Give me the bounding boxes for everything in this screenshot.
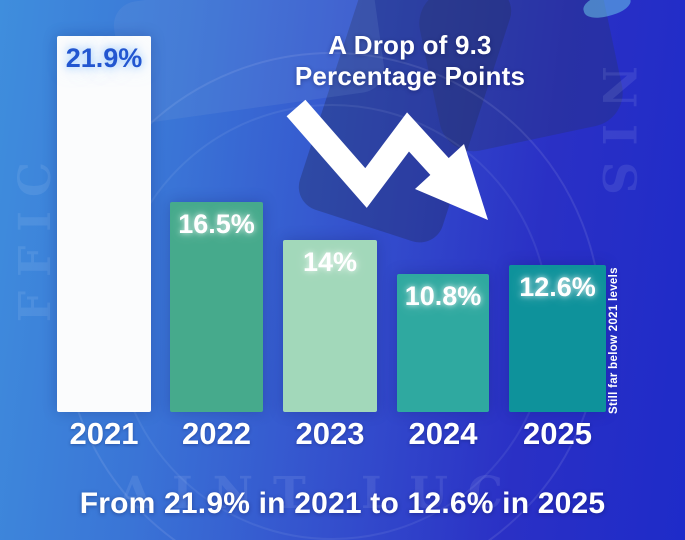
chart-title: A Drop of 9.3 Percentage Points bbox=[268, 30, 552, 91]
bar-2025: 12.6% bbox=[509, 265, 606, 412]
bar-column-2021: 21.9% 2021 bbox=[57, 0, 151, 454]
bar-value-label-2023: 14% bbox=[302, 247, 358, 277]
chart-title-line2: Percentage Points bbox=[294, 60, 526, 91]
bottom-caption: From 21.9% in 2021 to 12.6% in 2025 bbox=[79, 487, 606, 520]
axis-label-2025: 2025 bbox=[523, 416, 592, 451]
bar-value-label-2021: 21.9% bbox=[65, 43, 143, 73]
bar-2021: 21.9% bbox=[57, 36, 151, 412]
axis-label-2021: 2021 bbox=[69, 416, 139, 451]
bar-column-2024: 10.8% 2024 bbox=[397, 0, 489, 454]
bar-chart: 21.9% 2021 16.5% 2022 14% 2023 10.8% 202… bbox=[57, 0, 606, 454]
bar-column-2022: 16.5% 2022 bbox=[170, 0, 263, 454]
bar-column-2023: 14% 2023 bbox=[283, 0, 377, 454]
bar-2023: 14% bbox=[283, 240, 377, 412]
bar-value-label-2024: 10.8% bbox=[404, 281, 482, 311]
bar-value-label-2025: 12.6% bbox=[519, 272, 596, 302]
axis-label-2022: 2022 bbox=[182, 416, 251, 451]
side-annotation: Still far below 2021 levels bbox=[608, 267, 620, 414]
bar-value-label-2022: 16.5% bbox=[178, 209, 255, 239]
axis-label-2024: 2024 bbox=[408, 416, 478, 451]
bar-2024: 10.8% bbox=[397, 274, 489, 412]
bar-2022: 16.5% bbox=[170, 202, 263, 412]
axis-label-2023: 2023 bbox=[295, 416, 365, 451]
bar-column-2025: 12.6% 2025 bbox=[509, 0, 606, 454]
chart-title-line1: A Drop of 9.3 bbox=[328, 30, 492, 60]
downward-trend-arrow-icon bbox=[282, 96, 512, 241]
